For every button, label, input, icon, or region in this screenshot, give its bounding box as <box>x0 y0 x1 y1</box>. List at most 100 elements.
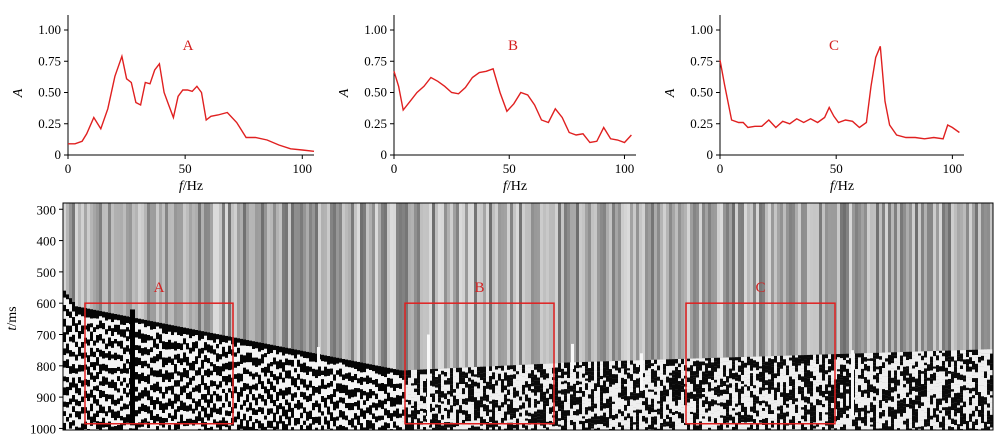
scatter-energy <box>645 375 648 382</box>
scatter-energy <box>909 418 912 424</box>
reflector-band <box>150 429 153 430</box>
scatter-energy <box>471 404 474 412</box>
noise-trace <box>591 203 594 362</box>
scatter-energy <box>480 423 483 426</box>
noise-trace <box>801 203 804 356</box>
reflector-band <box>111 328 114 337</box>
scatter-energy <box>798 358 801 364</box>
noise-trace <box>141 203 144 320</box>
reflector-band <box>78 331 81 339</box>
reflector-band <box>81 352 84 359</box>
scatter-energy <box>846 386 849 390</box>
reflector-band <box>75 341 78 348</box>
noise-trace <box>624 203 627 361</box>
scatter-energy <box>873 371 876 376</box>
scatter-energy <box>450 368 453 374</box>
reflector-band <box>93 390 96 396</box>
reflector-band <box>291 376 294 386</box>
reflector-band <box>381 391 384 401</box>
reflector-band <box>354 361 357 369</box>
scatter-energy <box>774 400 777 403</box>
scatter-energy <box>762 408 765 411</box>
reflector-band <box>147 413 150 422</box>
scatter-energy <box>747 390 750 397</box>
y-axis-label: A <box>337 88 352 98</box>
scatter-energy <box>510 386 513 390</box>
scatter-energy <box>513 397 516 402</box>
reflector-band <box>213 372 216 382</box>
scatter-energy <box>645 390 648 398</box>
reflector-band <box>120 406 123 411</box>
scatter-energy <box>699 361 702 368</box>
scatter-energy <box>534 414 537 418</box>
scatter-energy <box>894 372 897 376</box>
scatter-energy <box>924 362 927 366</box>
noise-trace <box>144 203 147 320</box>
scatter-energy <box>786 393 789 398</box>
reflector-band <box>126 387 129 393</box>
scatter-energy <box>693 419 696 426</box>
scatter-energy <box>861 363 864 369</box>
scatter-energy <box>723 409 726 416</box>
scatter-energy <box>546 388 549 394</box>
reflector-band <box>63 360 66 368</box>
reflector-band <box>150 367 153 376</box>
scatter-energy <box>540 419 543 426</box>
scatter-energy <box>795 363 798 368</box>
scatter-energy <box>810 406 813 412</box>
scatter-energy <box>579 365 582 368</box>
scatter-energy <box>753 381 756 386</box>
reflector-band <box>378 374 381 384</box>
scatter-energy <box>540 399 543 402</box>
reflector-band <box>216 427 219 430</box>
scatter-energy <box>876 366 879 370</box>
reflector-band <box>90 367 93 373</box>
scatter-energy <box>864 370 867 378</box>
noise-trace <box>63 203 66 291</box>
reflector-band <box>261 423 264 430</box>
scatter-energy <box>918 408 921 414</box>
scatter-energy <box>639 413 642 420</box>
scatter-energy <box>873 362 876 366</box>
scatter-energy <box>618 372 621 378</box>
scatter-energy <box>609 420 612 425</box>
scatter-energy <box>696 404 699 409</box>
scatter-energy <box>915 409 918 412</box>
scatter-energy <box>468 381 471 385</box>
scatter-energy <box>684 425 687 430</box>
reflector-band <box>222 402 225 408</box>
scatter-energy <box>912 376 915 383</box>
scatter-energy <box>744 356 747 363</box>
scatter-energy <box>717 368 720 372</box>
scatter-energy <box>876 428 879 430</box>
scatter-energy <box>549 399 552 404</box>
scatter-energy <box>888 383 891 388</box>
reflector-band <box>204 394 207 403</box>
scatter-energy <box>720 371 723 379</box>
reflector-band <box>126 414 129 423</box>
reflector-band <box>162 382 165 393</box>
scatter-energy <box>564 362 567 368</box>
reflector-band <box>363 372 366 378</box>
scatter-energy <box>519 375 522 381</box>
reflector-band <box>204 350 207 356</box>
reflector-band <box>69 382 72 391</box>
scatter-energy <box>450 400 453 403</box>
scatter-energy <box>645 427 648 430</box>
scatter-energy <box>648 424 651 430</box>
reflector-band <box>192 380 195 388</box>
scatter-energy <box>594 424 597 429</box>
reflector-band <box>276 429 279 430</box>
scatter-energy <box>756 403 759 411</box>
scatter-energy <box>486 381 489 386</box>
noise-trace <box>954 203 957 351</box>
scatter-energy <box>909 428 912 430</box>
scatter-energy <box>897 366 900 370</box>
reflector-band <box>228 425 231 430</box>
scatter-energy <box>525 412 528 416</box>
scatter-energy <box>939 366 942 372</box>
reflector-band <box>288 354 291 360</box>
scatter-energy <box>492 403 495 411</box>
reflector-band <box>357 415 360 425</box>
scatter-energy <box>567 382 570 386</box>
